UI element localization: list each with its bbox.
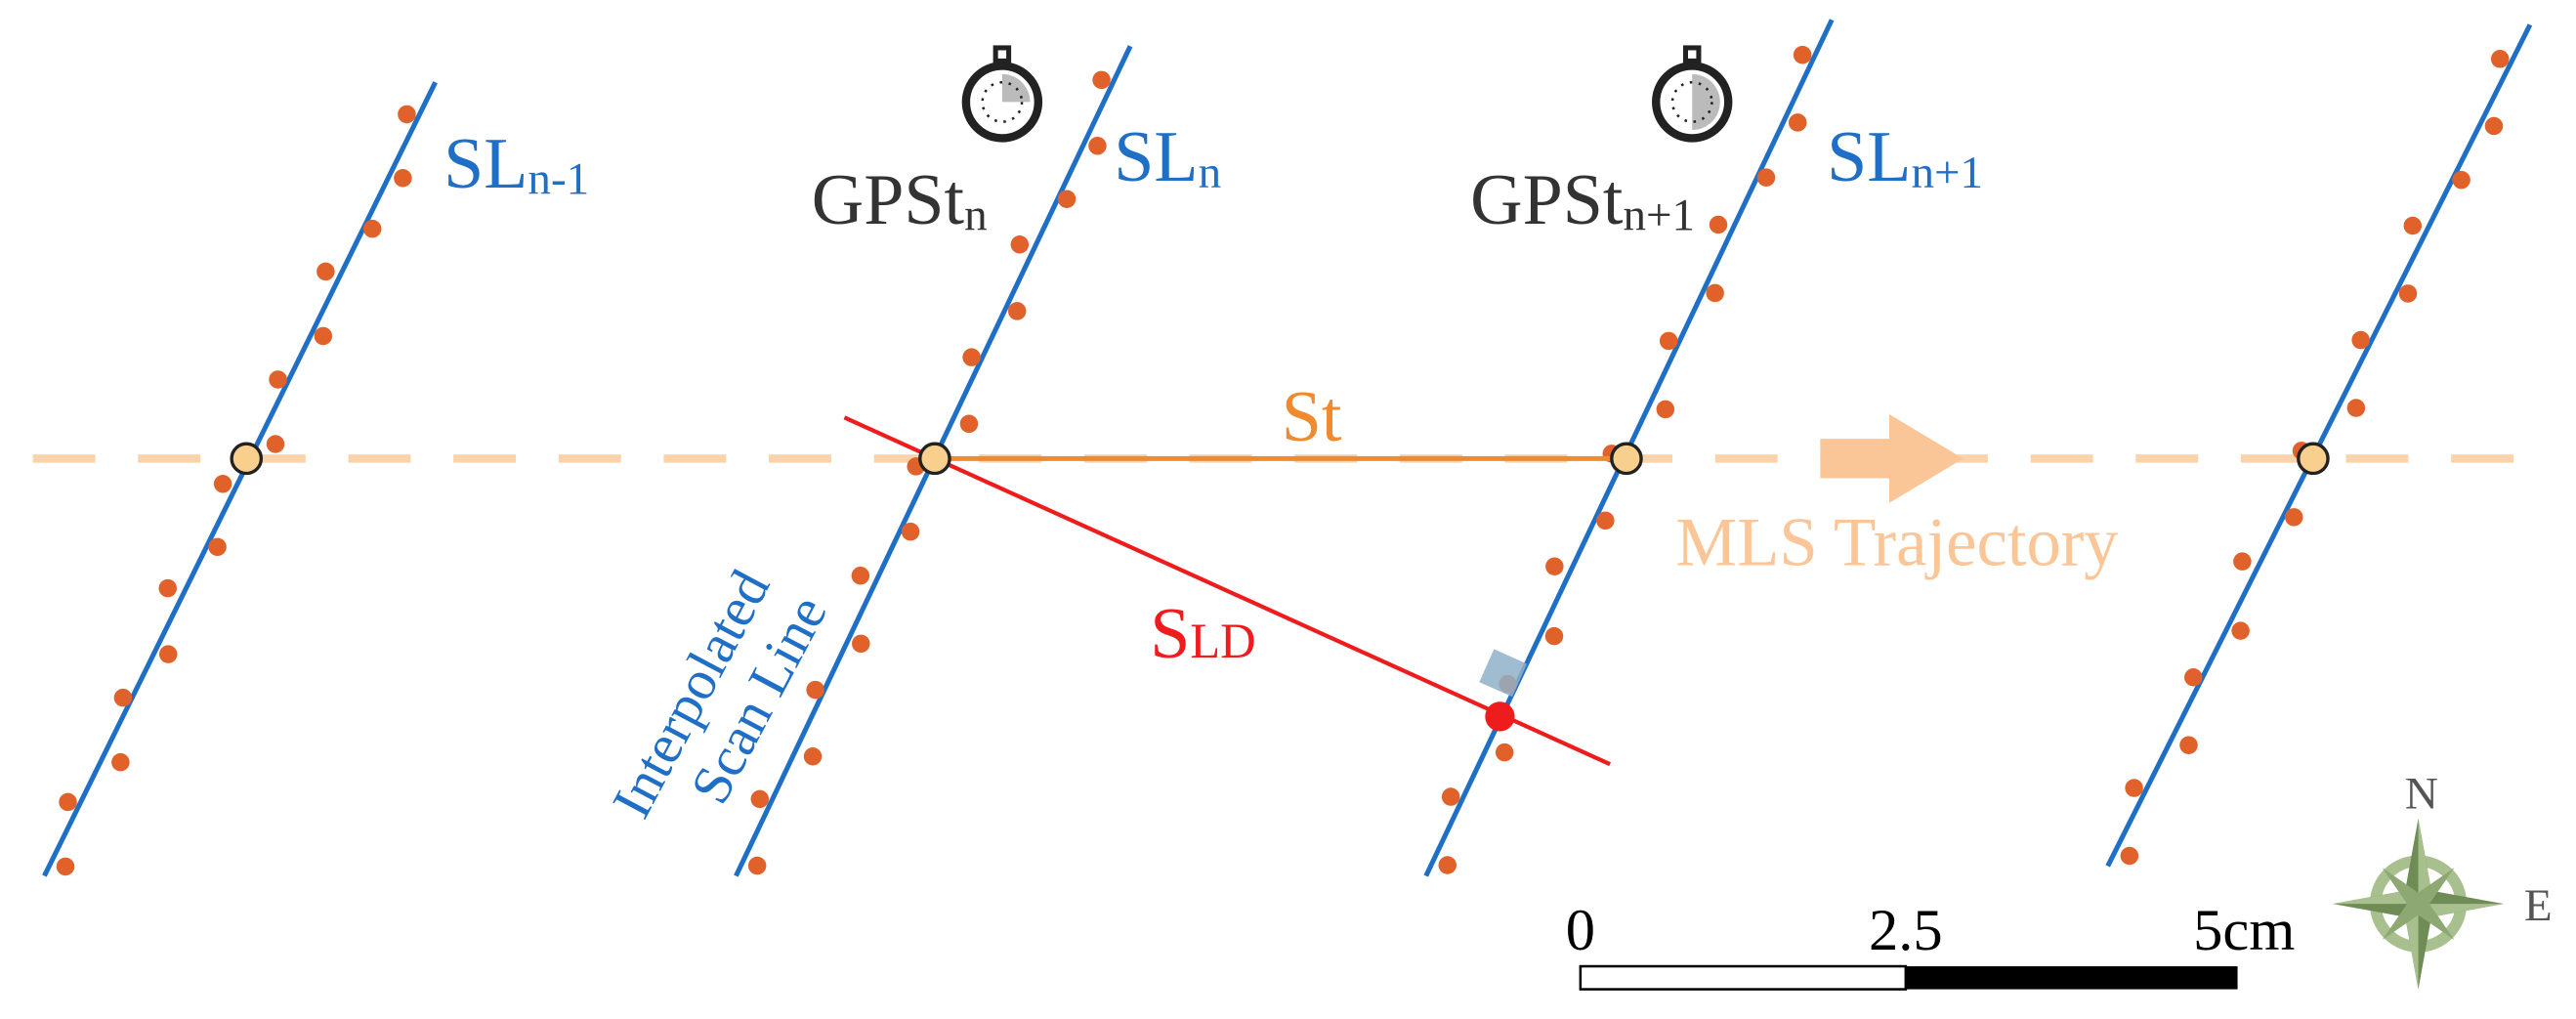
scan-point bbox=[1088, 137, 1107, 155]
scan-point bbox=[852, 634, 870, 654]
scan-point bbox=[1010, 234, 1030, 254]
sld-line bbox=[843, 415, 1611, 767]
scan-point bbox=[901, 522, 920, 541]
scan-point bbox=[158, 578, 177, 598]
scan-point bbox=[158, 645, 178, 663]
scan-point bbox=[362, 219, 382, 238]
sld-label: SLD bbox=[1150, 594, 1255, 674]
compass-north: N bbox=[2405, 769, 2438, 820]
scan-point bbox=[1544, 626, 1564, 646]
scan-point bbox=[208, 537, 227, 557]
scan-point bbox=[2125, 779, 2143, 797]
scan-point bbox=[266, 435, 285, 453]
scan-point bbox=[2284, 508, 2303, 527]
scan-point bbox=[806, 680, 824, 700]
scan-point bbox=[2452, 170, 2470, 190]
scale-bar-black bbox=[1905, 966, 2238, 990]
scan-point bbox=[213, 475, 232, 493]
scan-point bbox=[59, 792, 77, 812]
trajectory-arrow bbox=[1820, 413, 1964, 503]
scale-label: 2.5 bbox=[1869, 898, 1943, 963]
scale-label: 0 bbox=[1566, 898, 1595, 963]
scale-label: 5cm bbox=[2193, 898, 2295, 963]
gps-point bbox=[230, 442, 264, 476]
scan-point bbox=[1057, 190, 1077, 208]
scan-point bbox=[803, 746, 823, 766]
scan-point bbox=[111, 752, 130, 772]
scan-point bbox=[1788, 113, 1807, 132]
scan-line-label: SLn+1 bbox=[1827, 117, 1983, 198]
scan-point bbox=[747, 856, 767, 875]
scan-point bbox=[1756, 168, 1776, 187]
right-angle-marker bbox=[1479, 649, 1528, 698]
scale-bar-white bbox=[1579, 964, 1908, 991]
scan-point bbox=[1596, 511, 1615, 531]
scan-point bbox=[2233, 552, 2252, 571]
scan-point bbox=[113, 688, 133, 707]
scan-point bbox=[2346, 399, 2366, 417]
subscript: n+1 bbox=[1623, 191, 1695, 241]
scan-point bbox=[2403, 216, 2423, 235]
gps-time-label: GPStn+1 bbox=[1470, 160, 1695, 241]
label: SL bbox=[443, 124, 528, 204]
scan-point bbox=[1659, 331, 1678, 351]
scan-point bbox=[1793, 45, 1812, 64]
scan-point bbox=[56, 857, 75, 876]
st-label: St bbox=[1282, 377, 1342, 457]
scan-point bbox=[1709, 215, 1728, 234]
scan-point bbox=[959, 414, 979, 434]
scan-line bbox=[42, 81, 438, 877]
scan-point bbox=[2179, 736, 2198, 754]
scan-point bbox=[1092, 70, 1111, 90]
scan-point bbox=[394, 168, 412, 188]
gps-points bbox=[230, 442, 2330, 476]
scan-point bbox=[269, 370, 287, 389]
scan-point bbox=[2184, 667, 2203, 687]
scan-point bbox=[314, 326, 333, 346]
scan-point bbox=[2351, 330, 2370, 350]
scan-point bbox=[1706, 283, 1724, 303]
scan-line-label: SLn bbox=[1114, 117, 1221, 198]
label: SL bbox=[1114, 117, 1198, 197]
scan-point bbox=[2490, 50, 2510, 68]
scan-line-label: SLn-1 bbox=[443, 124, 589, 205]
scan-point bbox=[1007, 302, 1027, 320]
label: GPSt bbox=[812, 160, 965, 240]
scan-point bbox=[962, 348, 981, 366]
foot-point bbox=[1485, 701, 1515, 732]
scan-point bbox=[1656, 400, 1675, 419]
stopwatch bbox=[1652, 45, 1733, 143]
gps-point bbox=[918, 442, 951, 476]
scan-point bbox=[1438, 856, 1457, 874]
scan-point bbox=[1545, 557, 1564, 575]
scan-point bbox=[317, 262, 335, 281]
trajectory-label: MLS Trajectory bbox=[1675, 505, 2119, 581]
label: S bbox=[1150, 594, 1190, 674]
scan-point bbox=[750, 789, 770, 809]
compass-east: E bbox=[2524, 880, 2553, 931]
gps-time-label: GPStn bbox=[812, 160, 988, 241]
subscript: n bbox=[1199, 148, 1222, 198]
scan-point bbox=[851, 566, 870, 585]
scan-point bbox=[2398, 284, 2418, 303]
stopwatch bbox=[961, 45, 1043, 143]
subscript: n+1 bbox=[1911, 148, 1983, 198]
scan-point bbox=[1495, 743, 1514, 762]
scan-point bbox=[2120, 846, 2139, 866]
subscript: n-1 bbox=[528, 154, 589, 205]
subscript: LD bbox=[1190, 614, 1255, 668]
gps-point bbox=[2297, 442, 2330, 476]
scan-point bbox=[2231, 621, 2250, 640]
gps-point bbox=[1610, 442, 1643, 476]
label: SL bbox=[1827, 117, 1911, 197]
scan-point bbox=[398, 105, 416, 124]
label: GPSt bbox=[1470, 160, 1624, 240]
scan-point bbox=[2484, 116, 2504, 136]
subscript: n bbox=[964, 191, 988, 241]
scan-point bbox=[1441, 787, 1460, 806]
compass bbox=[2333, 818, 2505, 990]
